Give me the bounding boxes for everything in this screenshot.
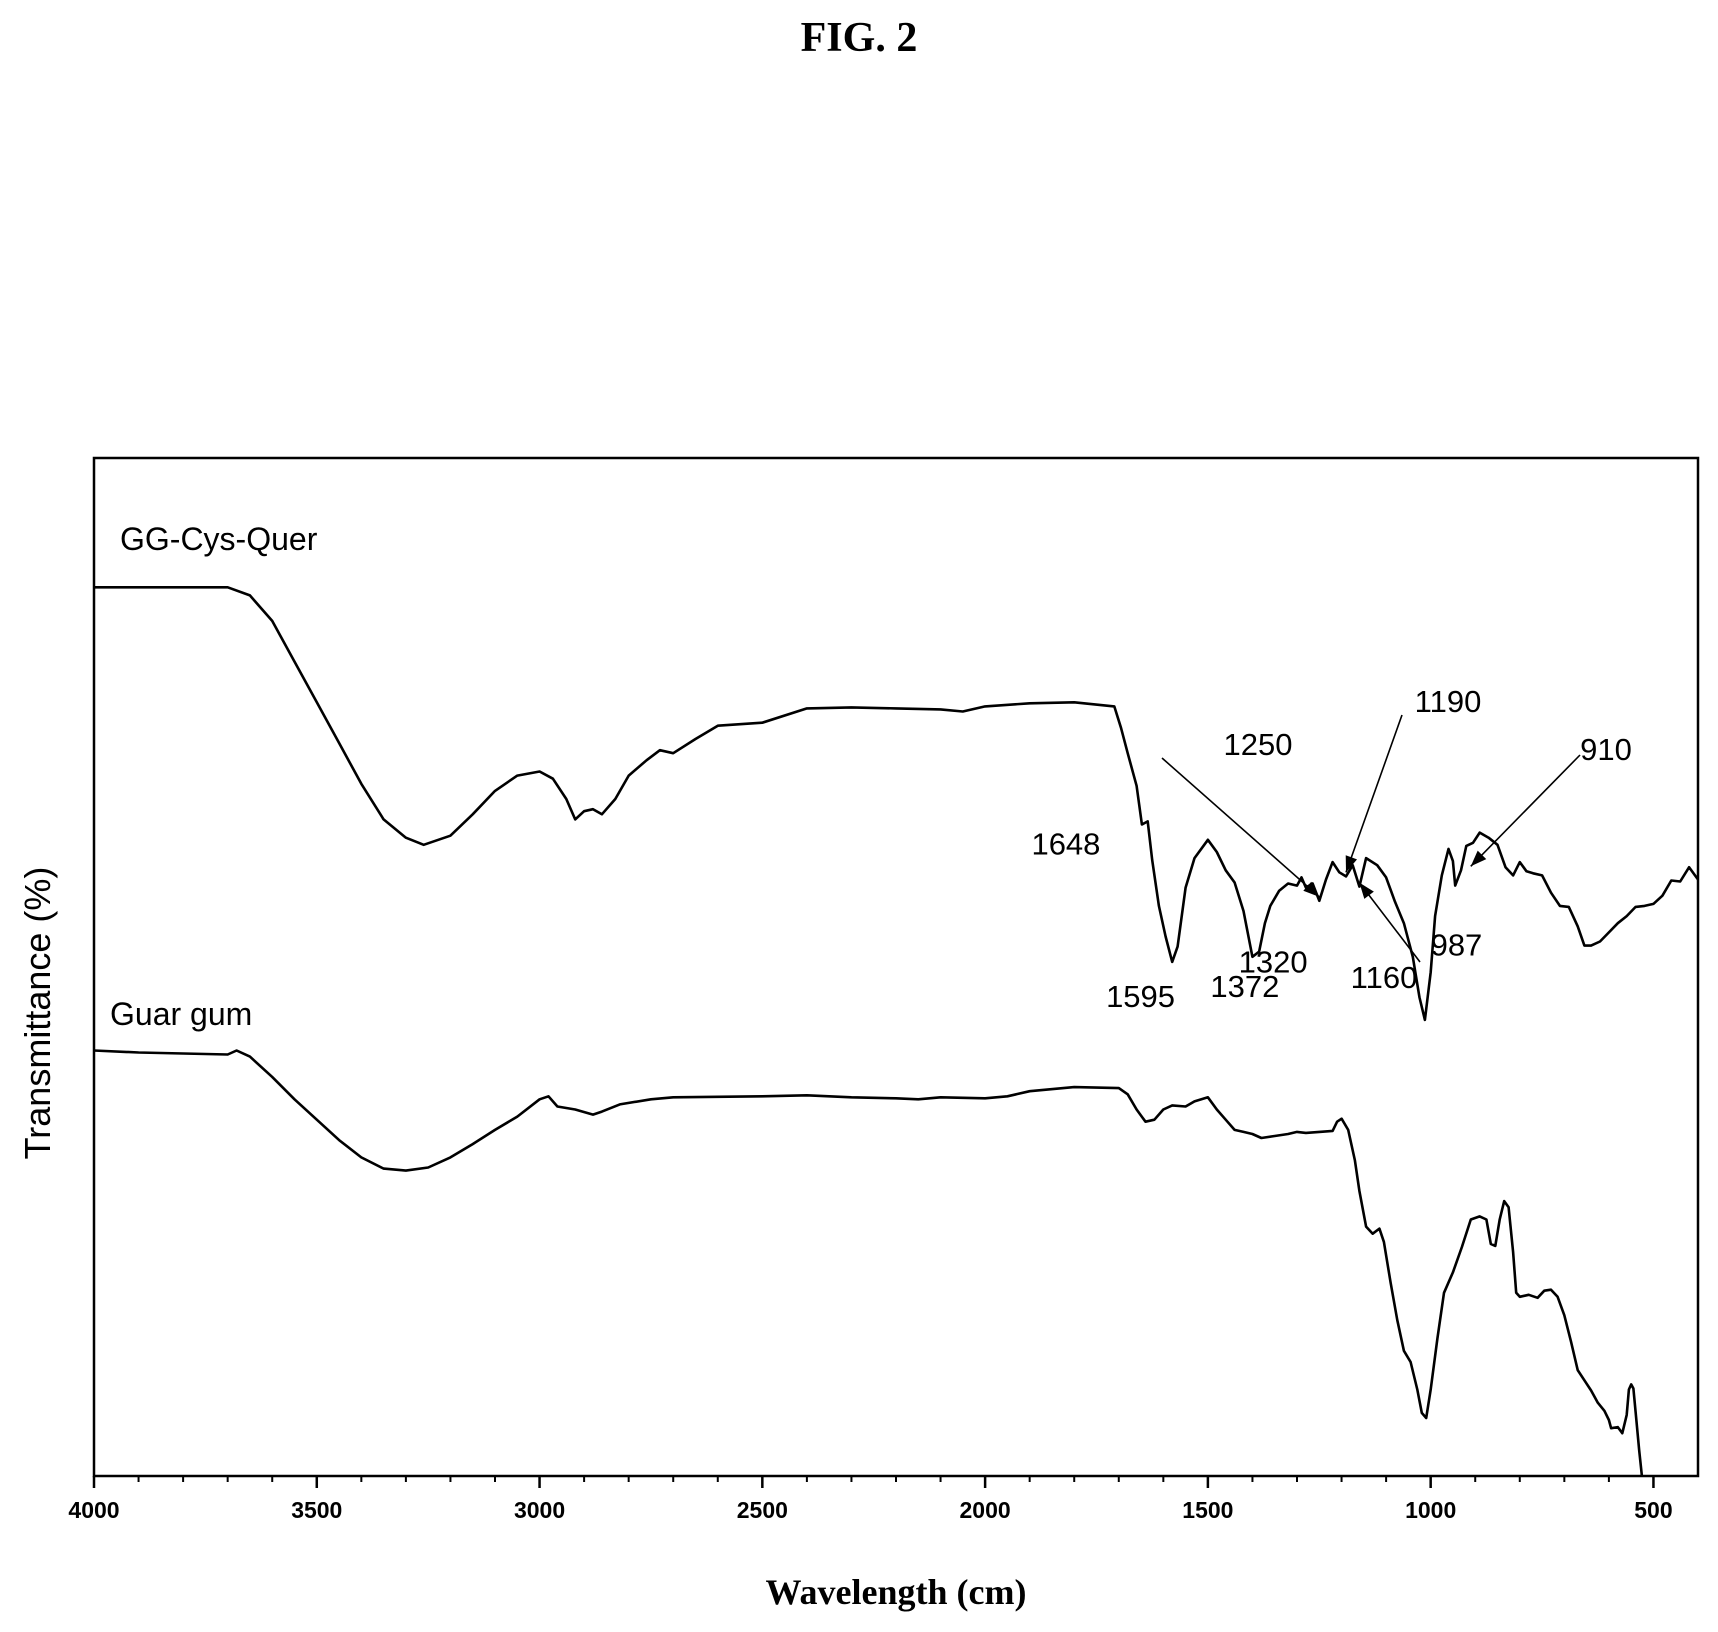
peak-label-987: 987 (1431, 928, 1483, 963)
x-tick-label: 500 (1634, 1497, 1672, 1523)
annotation-arrowhead (1470, 850, 1487, 867)
x-tick-label: 2500 (737, 1497, 788, 1523)
peak-label-1595: 1595 (1106, 979, 1175, 1014)
peak-label-1190: 1190 (1415, 684, 1482, 719)
x-tick-label: 1000 (1405, 1497, 1456, 1523)
peak-label-910: 910 (1580, 732, 1632, 767)
series-line-gg-cys-quer (94, 586, 1700, 1022)
x-tick-label: 3500 (291, 1497, 342, 1523)
series-layer (93, 586, 1700, 1477)
y-axis-title: Transmittance (%) (17, 867, 58, 1160)
x-tick-label: 3000 (514, 1497, 565, 1523)
annotation-arrowhead (1303, 881, 1320, 897)
peak-label-1372: 1372 (1210, 969, 1279, 1004)
peak-label-1160: 1160 (1351, 960, 1418, 995)
annotation-arrow-line (1358, 882, 1421, 963)
peak-label-1320: 1320 (1239, 945, 1308, 980)
x-tick-label: 2000 (960, 1497, 1011, 1523)
annotation-arrow-line (1345, 714, 1403, 873)
annotation-arrowhead (1359, 882, 1374, 899)
annotation-arrow-line (1161, 757, 1320, 898)
annotation-arrowhead (1345, 855, 1358, 873)
x-axis-title: Wavelength (cm) (766, 1572, 1027, 1612)
x-axis-ticks: 4000 3500 3000 2500 2000 1500 1000 500 (68, 1476, 1673, 1523)
peak-label-1648: 1648 (1031, 826, 1100, 861)
figure-title: FIG. 2 (800, 15, 918, 61)
series-line-guar-gum (93, 1049, 1644, 1477)
x-tick-label: 1500 (1182, 1497, 1233, 1523)
series-label-guar-gum: Guar gum (110, 996, 252, 1032)
series-label-gg-cys-quer: GG-Cys-Quer (120, 521, 318, 557)
plot-frame (92, 456, 1700, 1478)
x-tick-label: 4000 (68, 1497, 119, 1523)
peak-label-1250: 1250 (1224, 727, 1293, 762)
annotation-arrow-line (1470, 754, 1581, 867)
